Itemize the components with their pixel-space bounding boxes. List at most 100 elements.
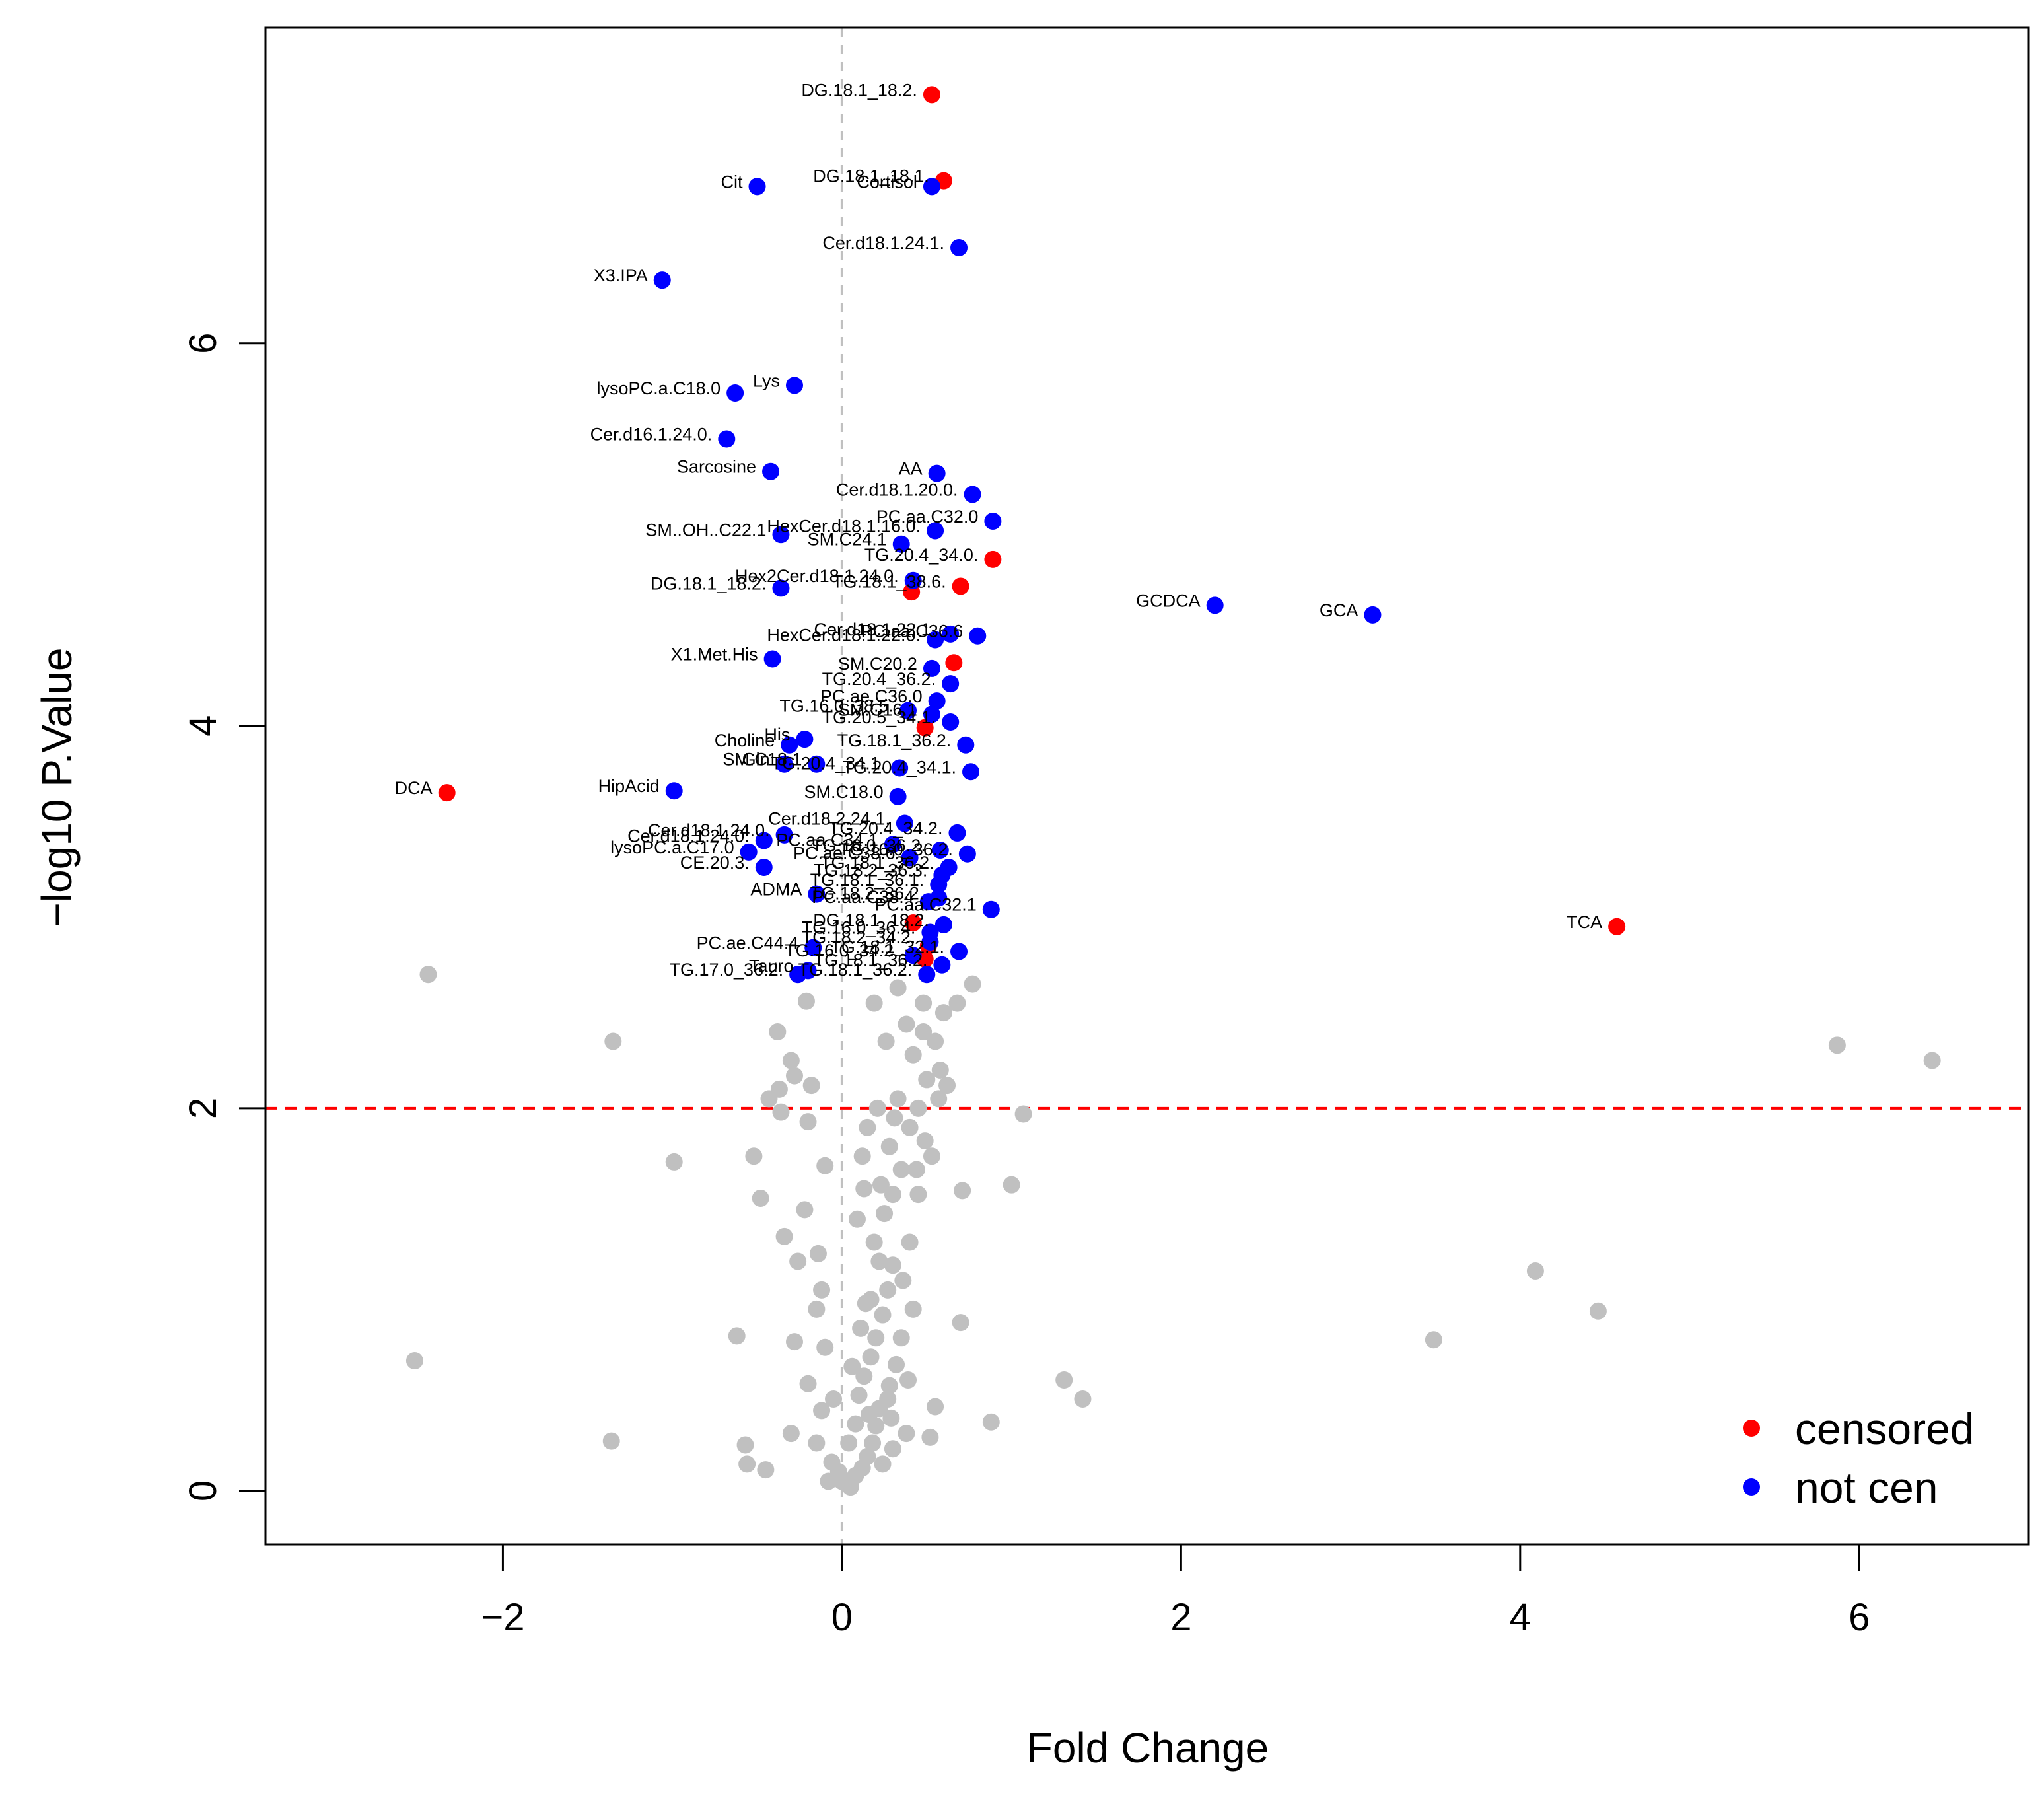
point-label: GCDCA	[1136, 591, 1201, 610]
background-point	[877, 1032, 895, 1050]
point-label: TG.20.4_34.2.	[829, 818, 943, 838]
point-label: TG.18.1_32.1.	[830, 937, 944, 956]
background-point	[907, 1161, 925, 1178]
point-label: Cit	[721, 172, 743, 192]
not-cen-point	[942, 625, 960, 643]
background-point	[770, 1080, 788, 1098]
point-label: PC.ae.C38.6	[793, 844, 896, 863]
point-label: SM.C18.0	[804, 782, 884, 802]
point-label: Cortisol	[857, 172, 917, 192]
point-label: TG.18.2_36.2.	[810, 883, 925, 903]
point-label: SM.C20.2	[838, 654, 917, 674]
background-point	[899, 1371, 917, 1389]
not-cen-point	[755, 832, 773, 849]
x-tick-label: 0	[831, 1596, 853, 1639]
background-point	[848, 1210, 866, 1228]
background-point	[850, 1387, 868, 1404]
background-point	[876, 1205, 894, 1223]
not-cen-point	[923, 659, 940, 677]
background-point	[816, 1157, 834, 1174]
background-point	[808, 1434, 826, 1452]
censored-point	[923, 86, 940, 104]
background-point	[894, 1272, 912, 1289]
not-cen-point	[891, 759, 909, 777]
background-point	[665, 1153, 683, 1171]
not-cen-point	[964, 486, 981, 503]
point-label: TG.18.1_38.6.	[832, 571, 946, 591]
background-point	[738, 1455, 756, 1473]
background-point	[802, 1077, 820, 1095]
background-point	[921, 1428, 939, 1446]
background-point	[796, 1201, 814, 1219]
point-label: PC.ae.C44.4	[697, 933, 799, 953]
point-label: CE.20.3.	[680, 853, 750, 873]
point-label: TG.18.1_36.2.	[820, 853, 934, 873]
point-label: Cer.d16.1.24.0.	[590, 424, 713, 444]
not-cen-point	[808, 885, 826, 903]
background-point	[874, 1455, 892, 1473]
background-point	[1074, 1390, 1092, 1408]
point-label: TG.18.1_36.2.	[798, 960, 913, 980]
legend-label-censored: censored	[1795, 1404, 1975, 1453]
background-point	[789, 1252, 807, 1270]
background-point	[775, 1227, 793, 1245]
background-point	[728, 1327, 746, 1345]
not-cen-point	[923, 178, 940, 196]
background-point	[782, 1052, 800, 1069]
background-point	[860, 1406, 878, 1424]
point-label: TG.16.0_36.4.	[802, 918, 916, 937]
point-label: Choline	[715, 731, 775, 750]
point-label: TG.17.0_36.2.	[670, 960, 784, 980]
background-point	[799, 1375, 817, 1392]
not-cen-point	[804, 939, 822, 956]
legend-marker-not-cen	[1743, 1478, 1760, 1496]
not-cen-point	[948, 824, 966, 842]
background-point	[901, 1118, 919, 1136]
background-point	[604, 1032, 622, 1050]
background-point	[868, 1099, 886, 1117]
not-cen-point	[755, 859, 773, 877]
point-label: TG.20.4_34.1.	[771, 753, 886, 773]
not-cen-point	[808, 755, 826, 773]
not-cen-point	[1364, 606, 1382, 624]
background-point	[809, 1245, 827, 1262]
censored-point	[916, 719, 934, 737]
background-point	[736, 1436, 754, 1454]
point-label: TG.16.0_34.2.	[785, 941, 899, 960]
point-label: TG.18.1_36.2.	[814, 951, 928, 970]
background-point	[892, 1329, 910, 1347]
point-label: Cer.d18.1.24.1.	[822, 233, 944, 253]
point-label: TG.20.4_36.2.	[822, 669, 936, 689]
background-point	[853, 1147, 871, 1165]
background-point	[867, 1329, 885, 1347]
y-tick-label: 6	[182, 333, 225, 354]
point-label: PC.ae.C36.0	[820, 686, 923, 706]
background-point	[927, 1032, 944, 1050]
not-cen-point	[928, 692, 946, 710]
background-point	[813, 1402, 831, 1420]
not-cen-point	[923, 705, 940, 723]
background-point	[757, 1461, 775, 1479]
not-cen-point	[889, 787, 907, 805]
significant-points	[438, 86, 1626, 984]
point-label: X3.IPA	[594, 266, 648, 285]
background-point	[859, 1447, 876, 1465]
x-tick-label: 6	[1849, 1596, 1870, 1639]
point-label: SM.C16.1	[838, 700, 917, 719]
point-label: TG.20.4_34.0.	[864, 545, 979, 565]
censored-point	[984, 550, 1002, 568]
background-point	[1828, 1036, 1846, 1054]
point-label: Hex2Cer.d18.1.24.0.	[735, 566, 899, 586]
background-point	[1923, 1052, 1941, 1069]
background-point	[898, 1015, 915, 1033]
not-cen-point	[653, 271, 671, 289]
legend: censored not cen	[1743, 1404, 1975, 1512]
point-label: DG.18.1_18.2.	[651, 573, 767, 593]
not-cen-point	[740, 843, 758, 861]
background-point	[909, 1099, 927, 1117]
point-label: PC.aa.C32.0	[876, 507, 979, 526]
point-label: lysoPC.a.C17.0	[610, 838, 734, 857]
background-point	[813, 1281, 831, 1299]
point-label: ADMA	[750, 880, 802, 900]
point-label: DG.18.1_18.2.	[813, 910, 929, 930]
